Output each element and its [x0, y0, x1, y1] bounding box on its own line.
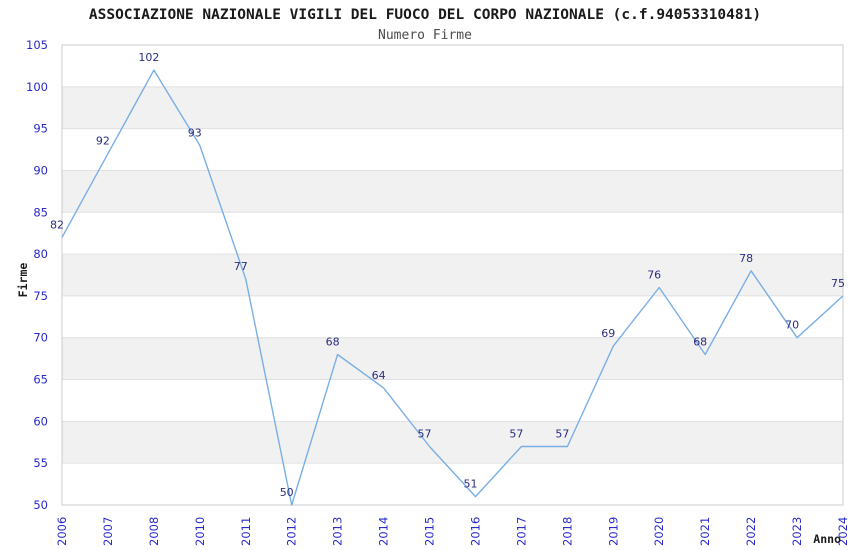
x-tick-label: 2016 — [469, 517, 483, 546]
x-tick-label: 2023 — [790, 517, 804, 546]
plot-border — [61, 44, 844, 506]
x-axis-tick-labels: 2006 2007 2008 2010 2011 2012 2013 2014 2015 2016… — [55, 517, 850, 546]
x-tick-label: 2014 — [377, 517, 391, 546]
data-label: 57 — [418, 428, 432, 441]
series-line-layer — [61, 69, 844, 506]
x-tick-label: 2015 — [423, 517, 437, 546]
data-label: 76 — [647, 269, 661, 282]
grid-bands — [62, 86, 843, 464]
x-tick-label: 2019 — [606, 517, 620, 546]
data-label: 51 — [464, 478, 478, 491]
data-label: 68 — [693, 336, 707, 349]
series-line — [61, 69, 844, 506]
y-tick-label: 95 — [33, 122, 48, 136]
grid-band — [62, 86, 843, 129]
y-tick-label: 70 — [33, 331, 48, 345]
y-tick-label: 105 — [26, 38, 48, 52]
data-label: 69 — [601, 327, 615, 340]
data-label: 102 — [138, 51, 159, 64]
x-tick-label: 2011 — [239, 517, 253, 546]
x-tick-label: 2020 — [652, 517, 666, 546]
data-label: 92 — [96, 135, 110, 148]
data-label: 77 — [234, 260, 248, 273]
y-axis-title: Firme — [16, 263, 30, 298]
y-tick-label: 55 — [33, 456, 48, 470]
data-label: 50 — [280, 486, 294, 499]
x-tick-label: 2006 — [55, 517, 69, 546]
data-label: 78 — [739, 252, 753, 265]
y-tick-label: 100 — [26, 80, 48, 94]
x-tick-label: 2008 — [147, 517, 161, 546]
chart-title: ASSOCIAZIONE NAZIONALE VIGILI DEL FUOCO … — [89, 7, 761, 23]
x-tick-label: 2021 — [698, 517, 712, 546]
x-tick-label: 2017 — [514, 517, 528, 546]
grid-band — [62, 254, 843, 296]
data-label: 57 — [555, 428, 569, 441]
y-tick-label: 50 — [33, 498, 48, 512]
data-label: 75 — [831, 277, 845, 290]
data-label: 57 — [509, 428, 523, 441]
grid-band — [62, 337, 843, 380]
y-tick-label: 60 — [33, 414, 48, 428]
x-tick-label: 2018 — [560, 517, 574, 546]
y-tick-label: 85 — [33, 205, 48, 219]
y-tick-label: 80 — [33, 247, 48, 261]
y-tick-label: 90 — [33, 164, 48, 178]
grid-band — [62, 421, 843, 464]
x-tick-label: 2013 — [331, 517, 345, 546]
data-label: 93 — [188, 126, 202, 139]
x-tick-label: 2010 — [193, 517, 207, 546]
data-labels: 82 92 102 93 77 50 68 64 57 51 57 57 69 76 68 78 70 75 — [50, 51, 845, 499]
y-axis-tick-labels: 50 55 60 65 70 75 80 85 90 95 100 105 — [26, 38, 48, 512]
data-label: 64 — [372, 369, 386, 382]
x-tick-label: 2007 — [101, 517, 115, 546]
grid-band — [62, 170, 843, 213]
y-tick-label: 75 — [33, 289, 48, 303]
data-label: 82 — [50, 218, 64, 231]
x-tick-label: 2024 — [836, 517, 850, 546]
data-label: 68 — [326, 336, 340, 349]
x-tick-label: 2022 — [744, 517, 758, 546]
y-tick-label: 65 — [33, 373, 48, 387]
x-axis-title: Anno — [813, 532, 841, 546]
x-tick-label: 2012 — [285, 517, 299, 546]
data-label: 70 — [785, 319, 799, 332]
chart-subtitle: Numero Firme — [378, 28, 472, 43]
